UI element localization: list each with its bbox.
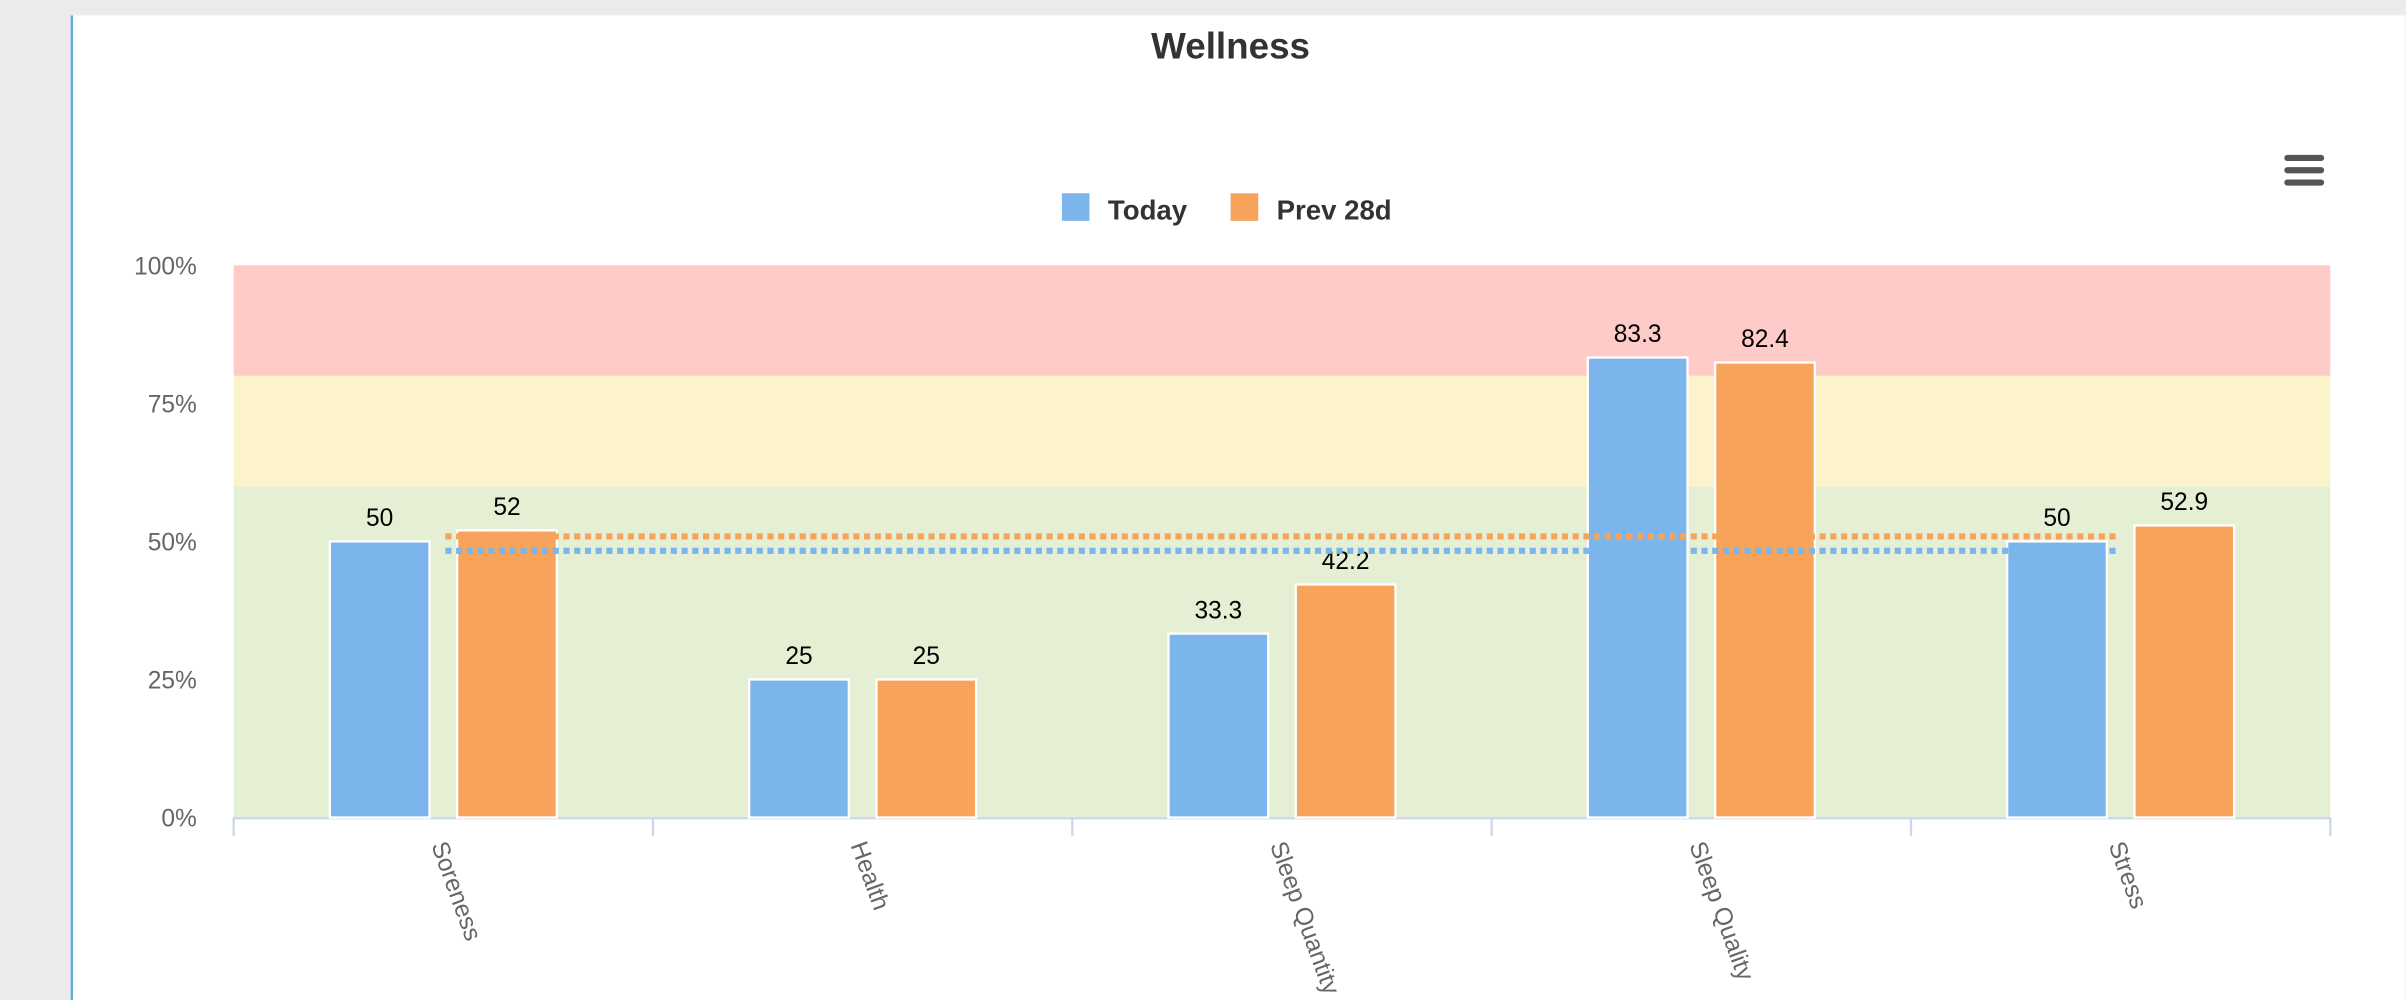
legend-swatch: [1061, 193, 1090, 221]
data-label: 50: [2043, 505, 2070, 532]
plot-band: [233, 486, 2331, 818]
plot-band: [233, 375, 2331, 487]
menu-bar: [2284, 167, 2325, 174]
bar: [1167, 632, 1270, 819]
y-tick-label: 0%: [161, 806, 196, 833]
data-label: 33.3: [1194, 597, 1242, 624]
data-label: 82.4: [1741, 326, 1789, 353]
data-label: 50: [366, 505, 393, 532]
bar: [1294, 583, 1397, 819]
data-label: 25: [913, 643, 940, 670]
legend-swatch: [1230, 193, 1259, 221]
menu-button[interactable]: [2284, 154, 2325, 186]
plot-band: [233, 265, 2331, 376]
data-label: 25: [785, 643, 812, 670]
legend-label: Prev 28d: [1277, 194, 1392, 225]
bar: [1586, 356, 1689, 819]
bar: [455, 529, 558, 819]
menu-bar: [2284, 179, 2325, 186]
data-label: 83.3: [1614, 321, 1662, 348]
data-label: 52.9: [2160, 489, 2208, 516]
menu-bar: [2284, 154, 2325, 162]
bar: [2005, 540, 2108, 819]
bar: [1713, 361, 1816, 819]
y-tick-label: 25%: [148, 668, 197, 695]
bar: [328, 540, 431, 819]
bar: [875, 678, 978, 819]
y-tick-label: 50%: [148, 530, 197, 557]
legend-label: Today: [1108, 194, 1188, 225]
data-label: 52: [493, 494, 520, 521]
y-tick-label: 75%: [148, 392, 197, 419]
chart-title: Wellness: [1151, 25, 1310, 66]
bar: [748, 678, 851, 819]
y-tick-label: 100%: [134, 254, 197, 281]
bar: [2133, 524, 2236, 819]
